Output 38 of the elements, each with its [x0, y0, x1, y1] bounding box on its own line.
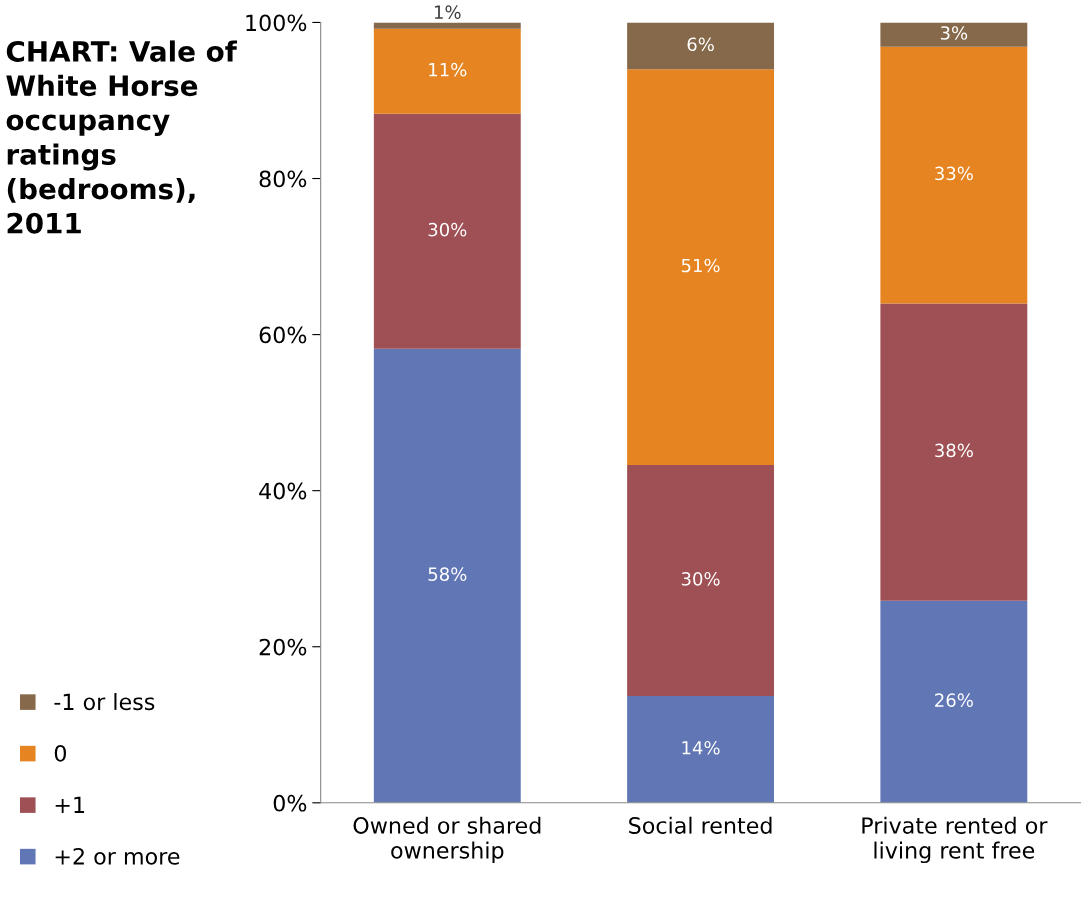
bar — [880, 303, 1028, 601]
y-tick-label: 0% — [273, 794, 307, 812]
bar — [880, 46, 1028, 304]
data-label: 1% — [434, 5, 461, 19]
x-tick-label: Private rented or living rent free — [862, 816, 1048, 864]
bar — [880, 600, 1028, 803]
legend-label: +2 or more — [55, 847, 180, 865]
data-label: 33% — [935, 166, 973, 181]
bar — [373, 113, 521, 349]
text: CHART: Vale of White Horse occupancy ratings (bedrooms), 2011 — [6, 40, 238, 234]
legend-label: +1 — [55, 796, 85, 813]
bar — [373, 28, 521, 114]
data-label: 51% — [681, 258, 720, 273]
legend-label: 0 — [54, 744, 66, 762]
bar — [880, 22, 1028, 47]
data-label: 26% — [935, 693, 973, 707]
data-label: 38% — [935, 443, 973, 458]
bar — [373, 22, 521, 29]
data-label: 14% — [682, 740, 720, 755]
data-label: 3% — [940, 26, 968, 40]
data-label: 6% — [687, 37, 714, 52]
data-label: 11% — [429, 62, 467, 77]
x-tick-label: Social rented — [629, 816, 772, 834]
bar — [373, 348, 521, 803]
x-tick-label: Owned or shared ownership — [353, 816, 541, 864]
bar — [627, 464, 775, 696]
y-tick-label: 80% — [259, 170, 307, 188]
data-label: 30% — [428, 222, 467, 237]
bar — [627, 695, 775, 803]
y-tick-label: 20% — [259, 638, 307, 656]
legend-label: -1 or less — [54, 692, 155, 711]
bar — [627, 69, 775, 465]
bar — [627, 22, 775, 70]
y-tick-label: 40% — [259, 482, 307, 500]
y-tick-label: 60% — [259, 326, 307, 344]
data-label: 58% — [428, 567, 467, 581]
y-tick-label: 100% — [246, 14, 307, 32]
data-label: 30% — [681, 571, 720, 586]
